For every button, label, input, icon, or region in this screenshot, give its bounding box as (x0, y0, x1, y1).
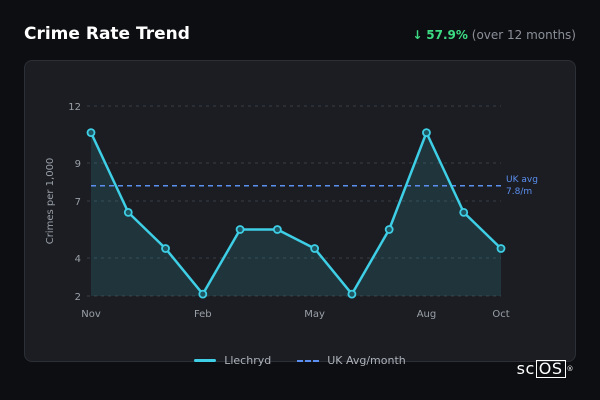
legend-item-series[interactable]: Llechryd (194, 354, 271, 367)
data-point (198, 289, 208, 299)
legend-swatch-solid (194, 359, 217, 362)
data-point (384, 225, 394, 234)
x-tick-label: Oct (492, 309, 509, 320)
data-point (347, 289, 357, 299)
series-area (91, 132, 501, 296)
data-point (422, 128, 431, 138)
scos-logo: sc OS ® (517, 359, 574, 378)
y-tick-label: 7 (75, 197, 81, 208)
header: Crime Rate Trend ↓ 57.9% (over 12 months… (24, 24, 576, 50)
x-tick-label: Feb (194, 309, 212, 320)
legend-item-avg[interactable]: UK Avg/month (297, 354, 406, 367)
y-tick-label: 12 (68, 102, 81, 113)
y-tick-label: 9 (75, 159, 81, 170)
chart-title: Crime Rate Trend (24, 24, 190, 44)
chart-card (24, 60, 576, 362)
x-tick-label: May (304, 309, 325, 320)
data-point (235, 225, 245, 234)
down-arrow-icon: ↓ (412, 28, 423, 42)
data-point (161, 244, 170, 253)
legend-swatch-dashed (297, 359, 320, 362)
legend: Llechryd UK Avg/month (0, 354, 600, 367)
change-percent: 57.9% (426, 28, 468, 42)
y-tick-label: 4 (75, 254, 81, 265)
uk-average-label: UK avg (506, 175, 538, 185)
y-tick-label: 2 (75, 292, 81, 303)
x-tick-label: Aug (417, 309, 437, 320)
data-point (123, 207, 133, 217)
change-indicator: ↓ 57.9% (over 12 months) (412, 28, 576, 42)
logo-registered-mark: ® (566, 364, 574, 373)
series-line (89, 131, 502, 296)
data-point (272, 225, 282, 234)
data-point (496, 244, 506, 253)
logo-boxed: OS (535, 359, 566, 378)
legend-label-avg: UK Avg/month (327, 354, 406, 367)
y-axis-label: Crimes per 1,000 (45, 158, 56, 245)
data-point (86, 128, 96, 138)
data-point (310, 244, 320, 253)
legend-label-series: Llechryd (224, 354, 272, 367)
data-point (459, 207, 469, 217)
change-period: (over 12 months) (471, 28, 576, 42)
x-tick-label: Nov (81, 309, 101, 320)
uk-average-value-label: 7.8/m (506, 187, 532, 197)
logo-prefix: sc (516, 359, 535, 378)
